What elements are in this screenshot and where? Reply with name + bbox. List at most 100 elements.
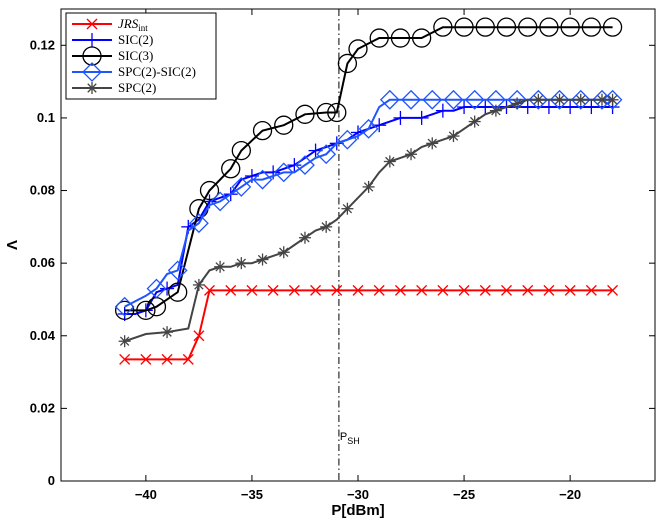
legend-marker (86, 18, 98, 30)
data-point (320, 220, 333, 233)
data-point (295, 104, 315, 124)
data-point (528, 89, 549, 110)
data-point (437, 284, 449, 296)
data-point (426, 137, 439, 150)
data-point (379, 89, 400, 110)
data-point (541, 100, 556, 115)
data-point (327, 102, 347, 123)
legend-marker (86, 82, 98, 94)
data-point (416, 284, 428, 296)
legend-item: SPC(2)-SIC(2) (72, 62, 196, 82)
legend-item: JRSint (72, 16, 148, 33)
data-point (602, 89, 623, 110)
data-point (316, 144, 337, 165)
data-point (574, 93, 587, 106)
x-tick-label: −40 (135, 487, 157, 502)
data-point (114, 300, 135, 321)
y-tick-label: 0.1 (37, 110, 55, 125)
data-point (560, 17, 580, 37)
data-point (532, 93, 545, 106)
y-tick-label: 0.04 (30, 328, 56, 343)
data-point (405, 148, 418, 161)
data-point (331, 284, 343, 296)
data-point (348, 39, 368, 59)
data-point (518, 17, 538, 37)
data-point (199, 180, 220, 201)
data-point (607, 284, 619, 296)
data-point (539, 17, 559, 37)
data-point (520, 100, 535, 115)
data-point (252, 169, 273, 190)
data-point (457, 100, 472, 115)
data-point (401, 89, 421, 110)
data-point (501, 284, 512, 296)
data-point (266, 165, 281, 180)
data-point (422, 89, 443, 110)
legend-marker (85, 33, 99, 47)
data-point (464, 89, 485, 110)
data-point (337, 53, 358, 74)
data-point (352, 284, 364, 296)
data-point (188, 213, 209, 234)
data-point (454, 17, 474, 37)
legend-marker (82, 62, 102, 82)
data-point (581, 17, 602, 37)
series-2 (114, 17, 623, 321)
data-point (522, 284, 534, 296)
data-point (210, 191, 231, 212)
y-axis-title: Λ (4, 240, 21, 250)
data-point (585, 284, 597, 296)
data-point (316, 102, 336, 123)
legend-item: SIC(2) (72, 32, 153, 47)
data-point (119, 353, 131, 365)
x-tick-label: −35 (241, 487, 263, 502)
data-point (161, 353, 173, 365)
y-tick-label: 0 (48, 473, 55, 488)
data-point (118, 335, 131, 348)
data-point (362, 180, 375, 193)
x-tick-label: −20 (559, 487, 581, 502)
legend-item: SPC(2) (72, 80, 156, 95)
data-point (288, 284, 300, 296)
data-point (564, 284, 576, 296)
legend-label: SPC(2)-SIC(2) (118, 64, 196, 79)
data-point (369, 28, 389, 48)
data-point (277, 246, 290, 259)
data-point (267, 284, 279, 296)
x-tick-label: −25 (453, 487, 475, 502)
data-point (168, 282, 188, 302)
data-point (443, 89, 464, 110)
data-point (140, 353, 152, 365)
data-point (256, 253, 269, 266)
data-point (394, 284, 406, 296)
data-point (543, 284, 555, 296)
data-point (433, 17, 453, 37)
legend-label: SPC(2) (118, 80, 156, 95)
data-point (295, 155, 315, 176)
data-point (117, 306, 132, 321)
series-0 (119, 284, 619, 365)
series-line (124, 26, 613, 312)
data-point (553, 93, 566, 106)
data-point (161, 326, 174, 339)
data-point (479, 284, 491, 296)
y-tick-label: 0.08 (30, 183, 55, 198)
data-point (167, 260, 188, 281)
data-point (563, 100, 578, 115)
threshold-label: PSH (340, 431, 360, 446)
legend-label: JRSint (118, 16, 148, 33)
data-point (489, 104, 502, 117)
legend-item: SIC(3) (72, 46, 153, 66)
data-point (570, 89, 591, 110)
data-point (458, 284, 470, 296)
vline-layer: PSH (338, 9, 360, 481)
data-point (273, 162, 294, 183)
legend-label: SIC(2) (118, 32, 153, 47)
data-point (310, 284, 322, 296)
legend-marker (82, 46, 102, 66)
data-point (393, 110, 408, 125)
data-point (204, 284, 215, 296)
data-point (411, 28, 432, 48)
data-point (468, 115, 481, 128)
